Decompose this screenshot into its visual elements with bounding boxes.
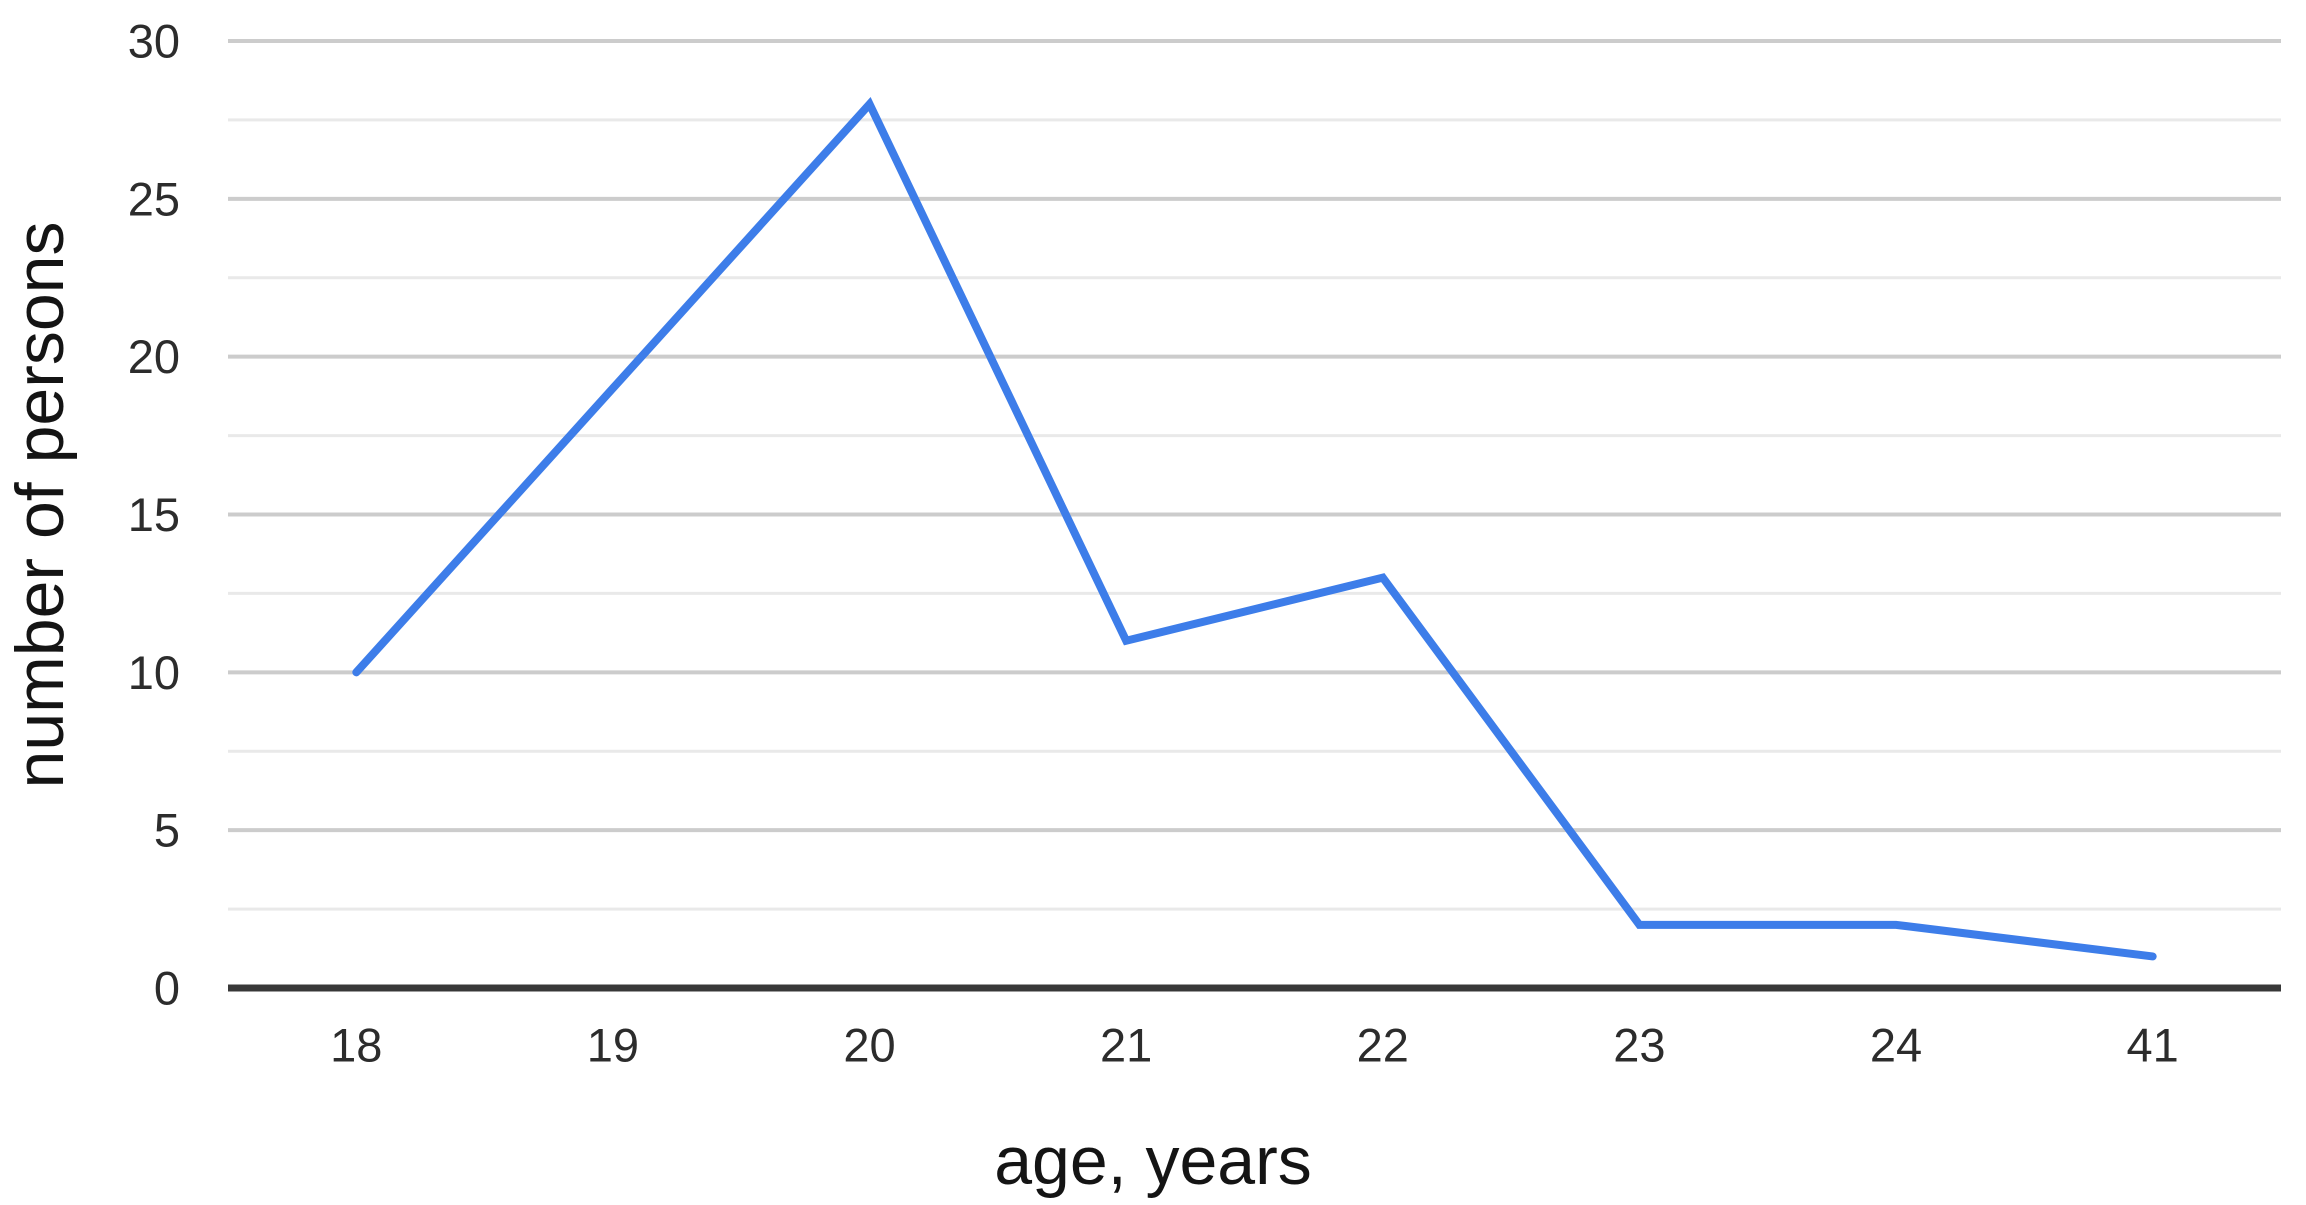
y-tick-label: 30	[128, 15, 180, 68]
major-gridlines	[228, 39, 2281, 833]
y-tick-label: 20	[128, 330, 180, 383]
x-tick-label: 22	[1357, 1019, 1409, 1072]
y-axis-tick-labels: 0 5 10 15 20 25 30	[128, 15, 180, 1015]
data-series-line	[352, 97, 2157, 961]
y-tick-label: 0	[154, 962, 180, 1015]
x-tick-label: 24	[1870, 1019, 1922, 1072]
x-tick-label: 19	[587, 1019, 639, 1072]
x-tick-label: 21	[1100, 1019, 1152, 1072]
x-tick-label: 41	[2127, 1019, 2179, 1072]
x-tick-label: 18	[330, 1019, 382, 1072]
y-tick-label: 10	[128, 646, 180, 699]
x-axis-title: age, years	[994, 1123, 1312, 1199]
y-axis-title: number of persons	[2, 222, 78, 789]
x-tick-label: 23	[1613, 1019, 1665, 1072]
x-axis-tick-labels: 18 19 20 21 22 23 24 41	[330, 1019, 2179, 1072]
y-tick-label: 5	[154, 804, 180, 857]
y-tick-label: 15	[128, 488, 180, 541]
x-tick-label: 20	[843, 1019, 895, 1072]
y-tick-label: 25	[128, 172, 180, 225]
